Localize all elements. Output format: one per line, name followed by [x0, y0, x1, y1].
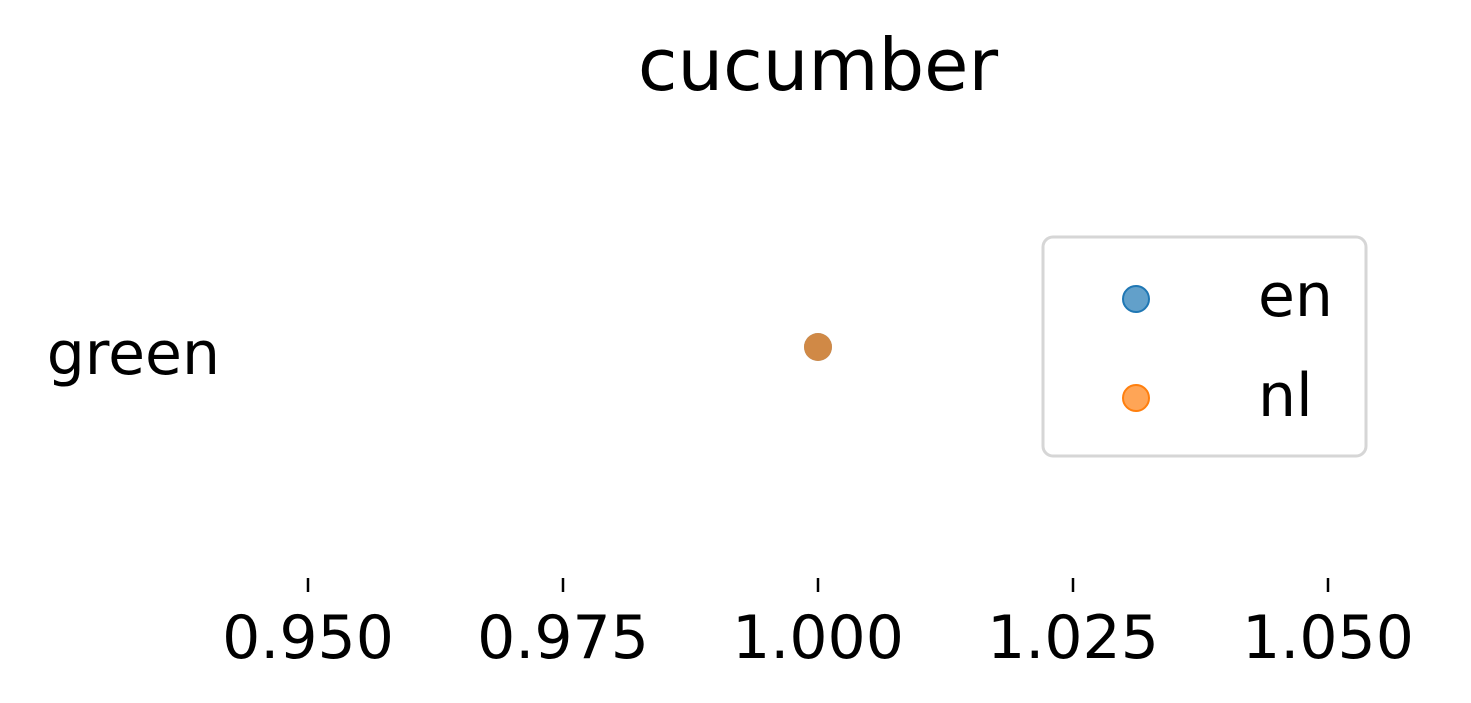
legend-label-en: en	[1258, 261, 1333, 331]
legend-label-nl: nl	[1258, 361, 1313, 431]
data-point-nl	[804, 333, 832, 361]
legend-marker-nl	[1122, 384, 1150, 412]
chart-title: cucumber	[638, 23, 999, 107]
x-tick-label: 0.950	[222, 603, 394, 673]
legend: en nl	[1041, 235, 1368, 458]
legend-marker-en	[1122, 285, 1150, 313]
data-points	[804, 333, 832, 361]
x-axis: 0.950 0.975 1.000 1.025 1.050	[222, 578, 1414, 673]
x-tick-label: 0.975	[477, 603, 649, 673]
y-tick-label-green: green	[47, 319, 220, 389]
x-tick-label: 1.000	[732, 603, 904, 673]
x-tick-label: 1.050	[1242, 603, 1414, 673]
x-tick-label: 1.025	[987, 603, 1159, 673]
